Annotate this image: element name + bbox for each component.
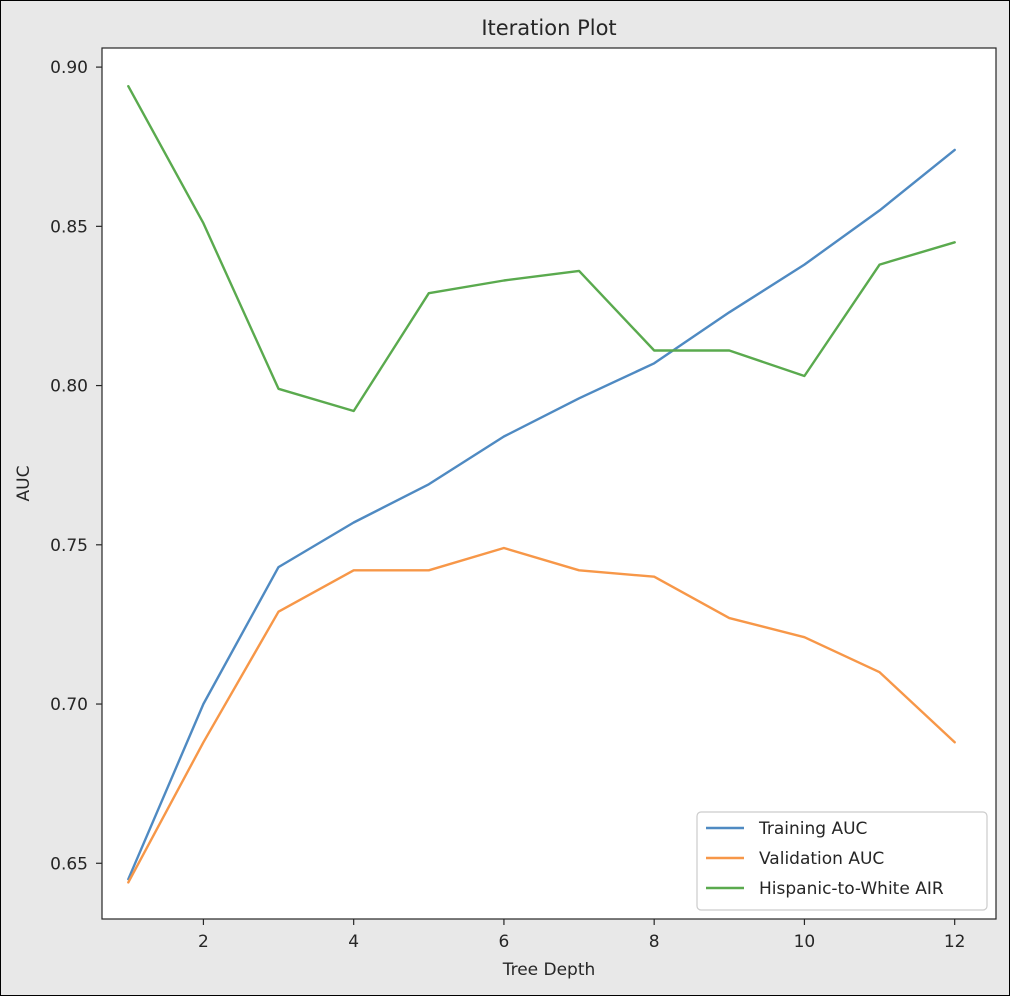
y-tick-label: 0.70 (50, 695, 88, 715)
series-line (127, 148, 956, 881)
x-tick-label: 12 (944, 932, 966, 952)
y-tick-label: 0.75 (50, 536, 88, 556)
series-lines (127, 84, 956, 884)
x-tick-label: 10 (794, 932, 816, 952)
y-tick-label: 0.90 (50, 58, 88, 78)
series-line (127, 546, 956, 884)
x-tick-label: 2 (198, 932, 209, 952)
y-axis-label: AUC (14, 466, 34, 502)
x-axis: 2 4 6 8 10 12 (198, 919, 966, 952)
series-line (127, 84, 956, 413)
y-tick-label: 0.65 (50, 854, 88, 874)
y-tick-label: 0.85 (50, 217, 88, 237)
legend-label: Training AUC (758, 819, 867, 839)
y-axis: 0.65 0.70 0.75 0.80 0.85 0.90 (50, 58, 102, 874)
x-tick-label: 8 (649, 932, 660, 952)
legend-label: Hispanic-to-White AIR (759, 879, 944, 899)
legend: Training AUC Validation AUC Hispanic-to-Wh… (696, 811, 988, 911)
legend-label: Validation AUC (759, 849, 884, 869)
x-tick-label: 4 (348, 932, 359, 952)
plot-area (102, 48, 996, 919)
x-tick-label: 6 (499, 932, 510, 952)
legend-box (696, 811, 988, 911)
chart-title: Iteration Plot (481, 16, 616, 40)
x-axis-label: Tree Depth (502, 960, 596, 980)
plot-border (101, 47, 997, 920)
y-tick-label: 0.80 (50, 377, 88, 397)
